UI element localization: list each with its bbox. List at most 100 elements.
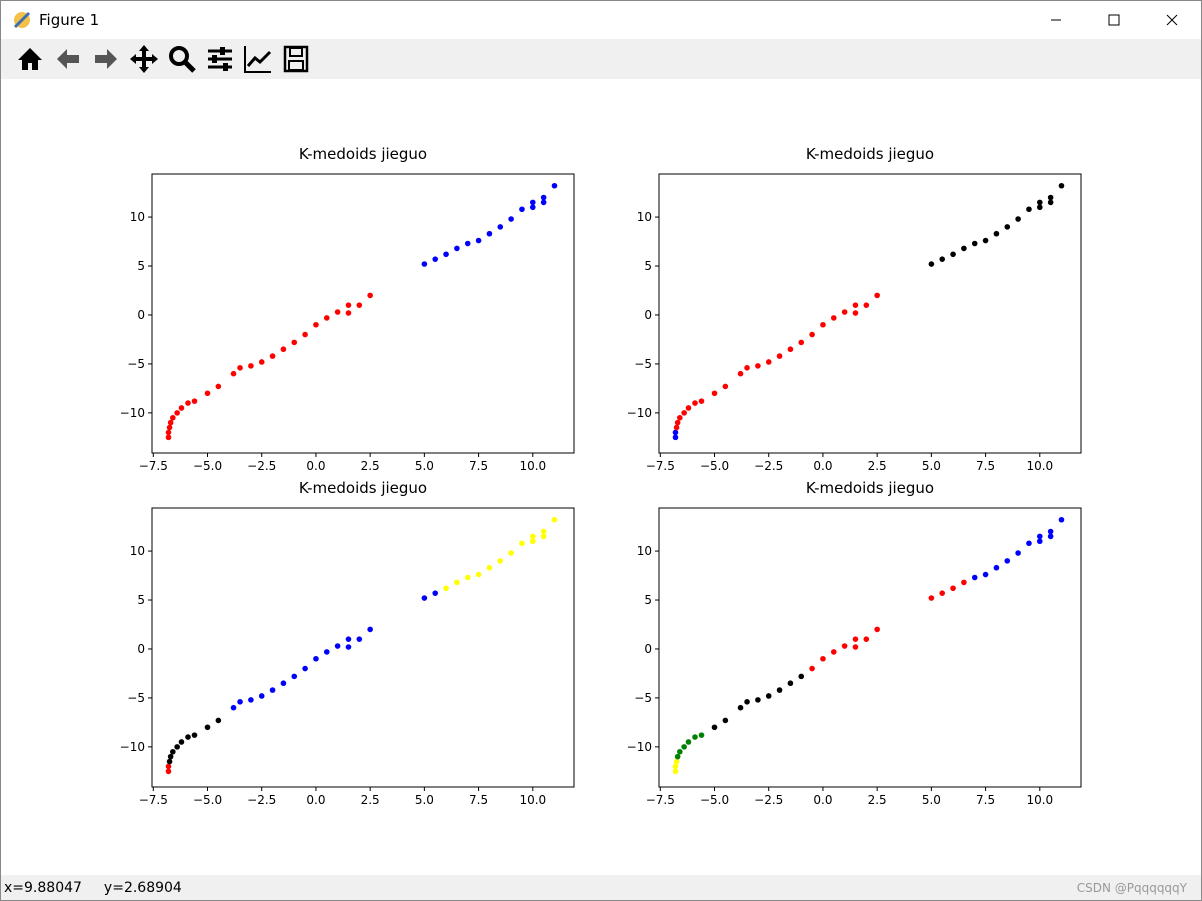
point [1036, 204, 1043, 211]
x-tick-label: 0.0 [813, 459, 832, 473]
point [852, 302, 859, 308]
minimize-button[interactable] [1027, 1, 1085, 39]
y-tick-label: 0 [137, 642, 145, 656]
point [486, 564, 493, 571]
point [841, 643, 848, 649]
point [454, 579, 460, 586]
point [852, 644, 859, 650]
status-y: y=2.68904 [103, 879, 182, 896]
x-tick-label: −7.5 [139, 459, 168, 473]
point [529, 538, 536, 545]
figure: K-medoids jieguo −7.5 −5.0 −2.5 0.0 2.5 5.0 7.5… [120, 145, 1082, 807]
point [692, 734, 698, 740]
x-tick-label: −2.5 [247, 793, 276, 807]
x-tick-label: −7.5 [646, 793, 675, 807]
point [258, 359, 265, 365]
point [685, 405, 692, 411]
forward-button[interactable] [89, 42, 123, 76]
point [737, 370, 744, 377]
axes-frame [151, 507, 575, 788]
x-tick-label: −7.5 [646, 459, 675, 473]
window-title: Figure 1 [39, 11, 100, 29]
x-tick-label: 0.0 [306, 793, 325, 807]
point [863, 636, 870, 642]
x-tick-label: −2.5 [754, 459, 783, 473]
title-bar: Figure 1 [1, 1, 1201, 39]
x-tick-label: −7.5 [139, 793, 168, 807]
y-tick-label: 0 [644, 642, 652, 656]
y-tick-label: 10 [637, 210, 652, 224]
x-tick-label: −5.0 [193, 459, 222, 473]
x-tick-label: −2.5 [247, 459, 276, 473]
x-tick-label: 7.5 [469, 459, 488, 473]
point [464, 574, 471, 581]
point [165, 429, 172, 436]
point [841, 309, 848, 315]
maximize-button[interactable] [1085, 1, 1143, 39]
point [248, 697, 254, 703]
point [1047, 533, 1054, 540]
point [464, 240, 471, 247]
point [345, 636, 352, 642]
point [167, 753, 174, 760]
point [928, 595, 935, 601]
point [230, 370, 237, 377]
pan-button[interactable] [127, 42, 161, 76]
app-icon [13, 11, 31, 29]
axes-frame [658, 507, 1082, 788]
point [1036, 533, 1043, 540]
point [291, 673, 298, 680]
point [755, 697, 761, 703]
point [551, 182, 558, 189]
x-tick-label: 10.0 [519, 793, 546, 807]
point [540, 199, 547, 206]
point [204, 390, 211, 397]
point [950, 251, 956, 258]
point [722, 383, 729, 390]
point [421, 261, 428, 267]
point [681, 744, 687, 750]
point [230, 704, 237, 711]
point [167, 419, 174, 426]
x-tick-label: −2.5 [754, 793, 783, 807]
point [313, 321, 319, 328]
point [508, 550, 514, 556]
close-button[interactable] [1143, 1, 1201, 39]
point [185, 400, 191, 406]
point [166, 424, 173, 431]
home-button[interactable] [13, 42, 47, 76]
point [367, 626, 373, 633]
point [497, 224, 504, 230]
edit-axes-button[interactable] [241, 42, 275, 76]
back-button[interactable] [51, 42, 85, 76]
point [204, 724, 211, 731]
point [269, 687, 276, 693]
point [674, 419, 681, 426]
point [820, 655, 826, 662]
x-tick-label: 2.5 [361, 793, 380, 807]
point [672, 768, 679, 775]
chart-title: K-medoids jieguo [806, 145, 934, 163]
point [874, 626, 880, 633]
point [830, 649, 837, 655]
point [508, 216, 514, 222]
configure-button[interactable] [203, 42, 237, 76]
zoom-button[interactable] [165, 42, 199, 76]
point [191, 398, 198, 404]
point [356, 636, 363, 642]
point [744, 699, 750, 705]
point [432, 256, 439, 262]
save-button[interactable] [279, 42, 313, 76]
point [677, 414, 683, 421]
point [248, 363, 254, 369]
point [551, 516, 558, 523]
point [787, 346, 794, 353]
x-tick-label: 10.0 [1026, 793, 1053, 807]
axes-frame [658, 173, 1082, 454]
y-tick-label: 10 [637, 544, 652, 558]
point [1047, 528, 1054, 535]
x-tick-label: 2.5 [361, 459, 380, 473]
x-tick-label: 2.5 [868, 459, 887, 473]
point [215, 717, 222, 724]
point [674, 753, 681, 760]
